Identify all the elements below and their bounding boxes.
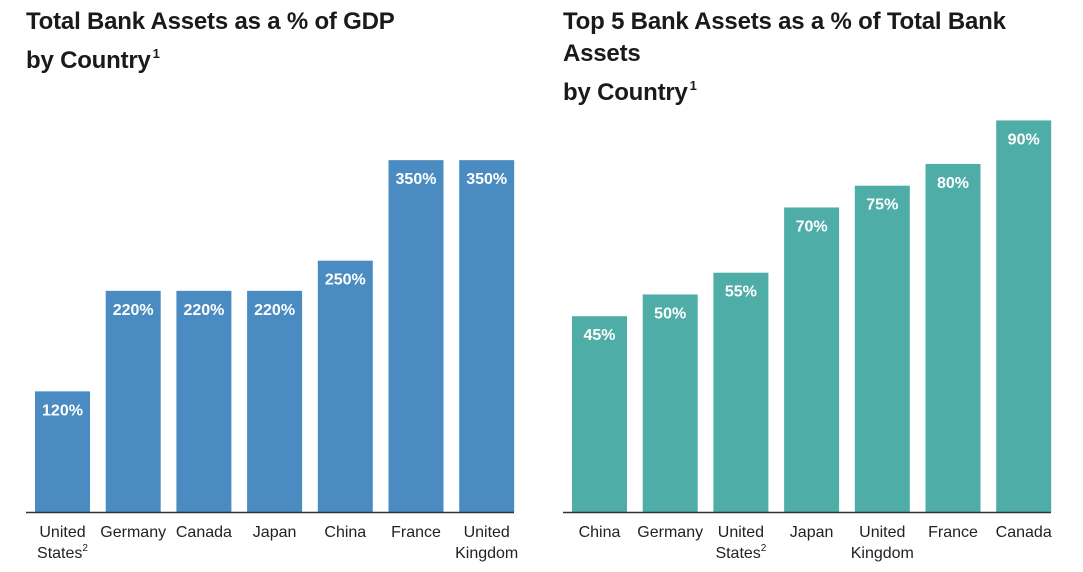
right-chart-bar <box>925 163 981 512</box>
left-bar-chart: 120% United States2 220% Germany 220% Canada 22… <box>26 160 518 562</box>
left-chart-category-label: United Kingdom <box>455 524 518 562</box>
right-chart-title-line2: by Country <box>563 79 688 106</box>
right-chart-bar <box>854 185 910 512</box>
right-chart-bar-value-label: 90% <box>1008 131 1040 148</box>
right-chart-category-label: China <box>579 524 621 541</box>
left-chart-bar <box>317 260 373 512</box>
right-chart-bar-value-label: 50% <box>654 305 686 322</box>
left-chart-category-label: Germany <box>100 524 166 541</box>
left-chart-bar <box>35 391 90 512</box>
right-chart-category-label: Canada <box>996 524 1052 541</box>
left-chart-title-footnote: 1 <box>152 46 160 61</box>
left-chart-bar <box>105 290 161 512</box>
left-chart-category-label: Japan <box>253 524 297 541</box>
right-chart-title: Top 5 Bank Assets as a % of Total Bank A… <box>563 6 1083 109</box>
right-chart-category-label: United States2 <box>715 524 766 562</box>
left-chart-bar <box>247 290 303 512</box>
left-chart-bar <box>388 160 444 512</box>
left-chart-bar-value-label: 120% <box>42 402 83 419</box>
left-chart-bar-value-label: 250% <box>325 272 366 289</box>
left-chart-bar-value-label: 220% <box>183 302 224 319</box>
left-chart-title-line1: Total Bank Assets as a % of GDP <box>26 8 395 35</box>
right-chart-title-footnote: 1 <box>689 78 697 93</box>
left-chart-bar-value-label: 220% <box>113 302 154 319</box>
left-chart-bar <box>459 160 515 512</box>
right-chart-bar <box>996 120 1052 512</box>
right-chart-bar-value-label: 75% <box>866 197 898 214</box>
right-chart-category-label: Germany <box>637 524 703 541</box>
right-chart-bar <box>572 316 627 512</box>
left-chart-category-label: China <box>324 524 366 541</box>
right-chart-bar <box>642 294 698 512</box>
left-chart-bar-value-label: 220% <box>254 302 295 319</box>
left-chart-category-label: United States2 <box>37 524 88 562</box>
right-chart-bar-value-label: 55% <box>725 284 757 301</box>
right-chart-bar-value-label: 45% <box>583 327 615 344</box>
left-chart-bar <box>176 290 232 512</box>
right-bar-chart: 45% China 50% Germany 55% United States2 70% Jap… <box>563 120 1052 562</box>
left-chart-bar-value-label: 350% <box>396 171 437 188</box>
right-chart-category-label: France <box>928 524 978 541</box>
right-chart-title-line1: Top 5 Bank Assets as a % of Total Bank A… <box>563 8 1006 67</box>
right-chart-bar-value-label: 70% <box>796 218 828 235</box>
right-chart-bar-value-label: 80% <box>937 175 969 192</box>
right-chart-bar <box>784 207 840 512</box>
left-chart-category-label: Canada <box>176 524 232 541</box>
left-chart-title: Total Bank Assets as a % of GDP by Count… <box>26 6 546 77</box>
right-chart-category-label: United Kingdom <box>851 524 914 562</box>
right-chart-category-label: Japan <box>790 524 834 541</box>
left-chart-bar-value-label: 350% <box>466 171 507 188</box>
left-chart-title-line2: by Country <box>26 47 151 74</box>
right-chart-bar <box>713 272 769 512</box>
left-chart-category-label: France <box>391 524 441 541</box>
